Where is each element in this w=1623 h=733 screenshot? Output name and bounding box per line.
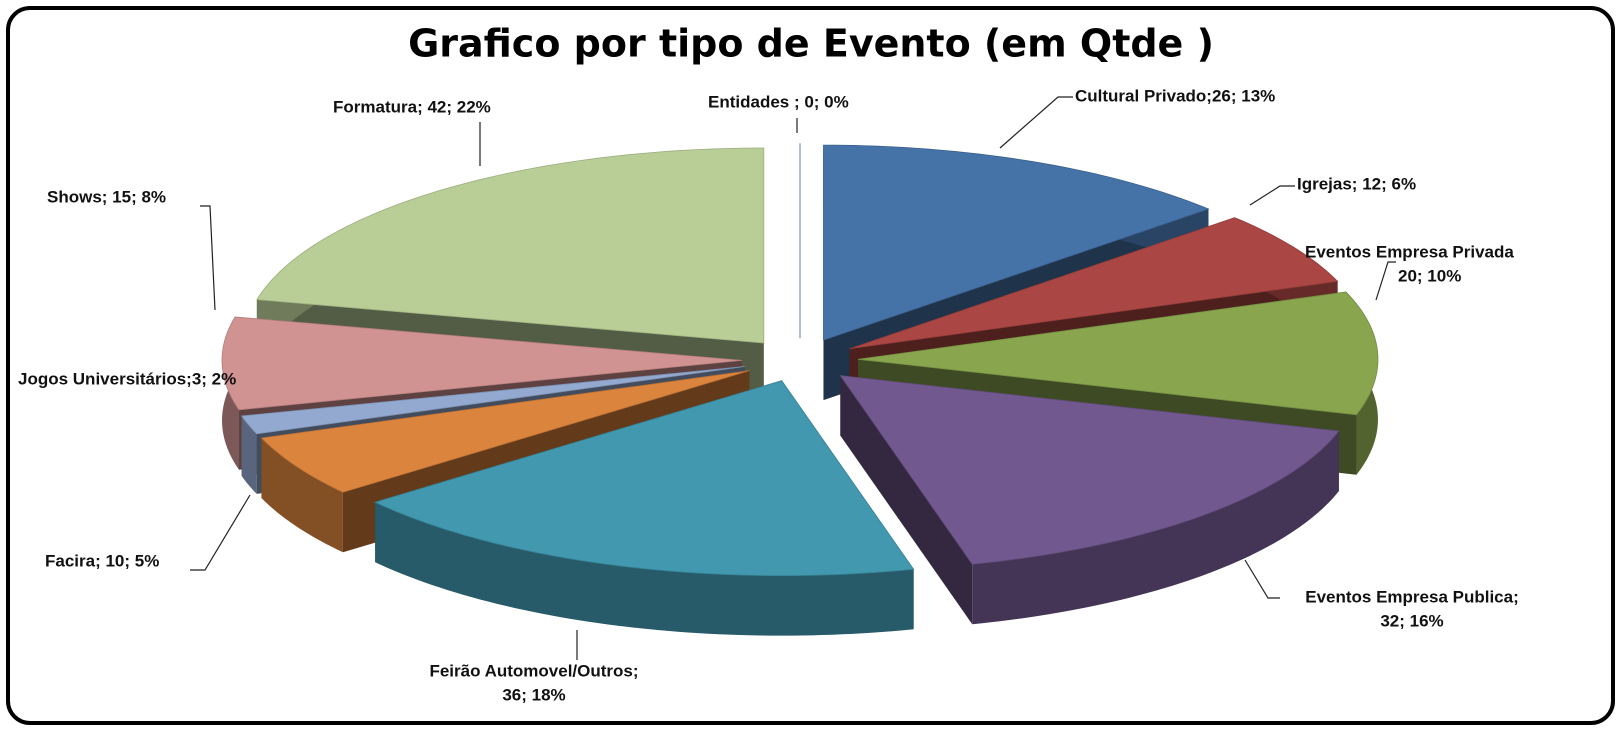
data-label: Shows; 15; 8% <box>47 187 166 206</box>
slice-outer-wall <box>972 431 1339 625</box>
data-label: Cultural Privado;26; 13% <box>1075 86 1275 105</box>
leader-line <box>1375 261 1396 301</box>
slice-top <box>240 366 745 435</box>
slice <box>839 375 1340 625</box>
data-label: Eventos Empresa Privada <box>1305 242 1514 261</box>
data-label: Feirão Automovel/Outros; <box>429 661 638 680</box>
slice-top <box>823 144 1210 341</box>
leader-line <box>200 205 216 311</box>
slice-side-wall <box>840 375 973 625</box>
slice-top <box>374 380 915 577</box>
leader-line <box>1244 559 1280 599</box>
data-label: Formatura; 42; 22% <box>333 97 491 116</box>
data-label: Facira; 10; 5% <box>45 551 159 570</box>
slice-top <box>260 370 750 493</box>
slice-top <box>839 375 1340 565</box>
leader-line <box>999 96 1073 149</box>
slice-top <box>256 147 765 344</box>
slice-top <box>857 291 1379 416</box>
data-label: Entidades ; 0; 0% <box>708 92 849 111</box>
chart-title: Grafico por tipo de Evento (em Qtde ) <box>408 22 1214 66</box>
leader-line <box>1249 185 1295 206</box>
data-label: Eventos Empresa Publica; <box>1305 587 1519 606</box>
pie <box>221 143 1379 636</box>
slice-outer-wall <box>261 438 343 553</box>
data-label: 32; 16% <box>1380 611 1443 630</box>
data-label: 20; 10% <box>1398 266 1461 285</box>
slice <box>374 380 915 636</box>
leader-line <box>190 494 251 571</box>
slice-top <box>849 217 1339 350</box>
labels: Entidades ; 0; 0% Cultural Privado;26; 13… <box>18 86 1519 704</box>
slice-top <box>221 316 743 411</box>
data-label: Jogos Universitários;3; 2% <box>18 369 236 388</box>
data-label: 36; 18% <box>502 685 565 704</box>
slice-outer-wall <box>241 415 257 494</box>
data-label: Igrejas; 12; 6% <box>1297 174 1416 193</box>
